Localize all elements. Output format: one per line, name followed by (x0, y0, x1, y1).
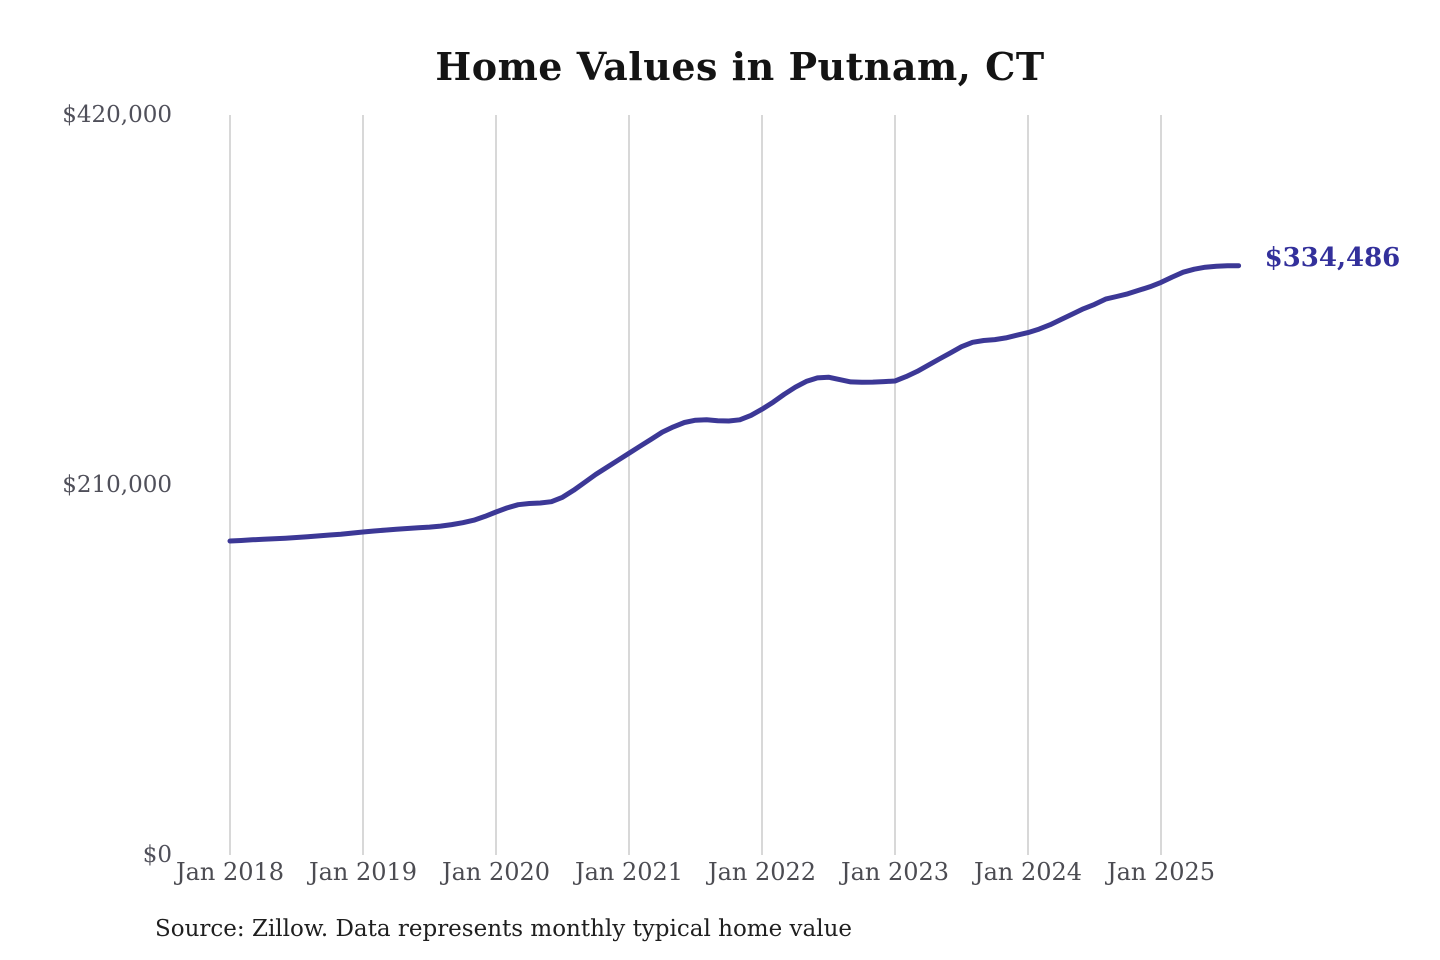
chart-title: Home Values in Putnam, CT (435, 44, 1045, 89)
x-tick-label: Jan 2025 (1106, 858, 1216, 886)
x-tick-label: Jan 2020 (441, 858, 551, 886)
x-tick-label: Jan 2022 (707, 858, 817, 886)
y-tick-label: $0 (142, 842, 172, 868)
x-tick-label: Jan 2023 (840, 858, 950, 886)
latest-value-label: $334,486 (1264, 242, 1401, 273)
y-tick-label: $420,000 (62, 102, 172, 128)
home-value-line (227, 263, 1242, 544)
source-note: Source: Zillow. Data represents monthly … (155, 916, 853, 942)
x-tick-label: Jan 2024 (973, 858, 1083, 886)
x-tick-label: Jan 2021 (574, 858, 684, 886)
x-tick-label: Jan 2019 (308, 858, 418, 886)
y-tick-label: $210,000 (62, 472, 172, 498)
x-tick-label: Jan 2018 (175, 858, 285, 886)
